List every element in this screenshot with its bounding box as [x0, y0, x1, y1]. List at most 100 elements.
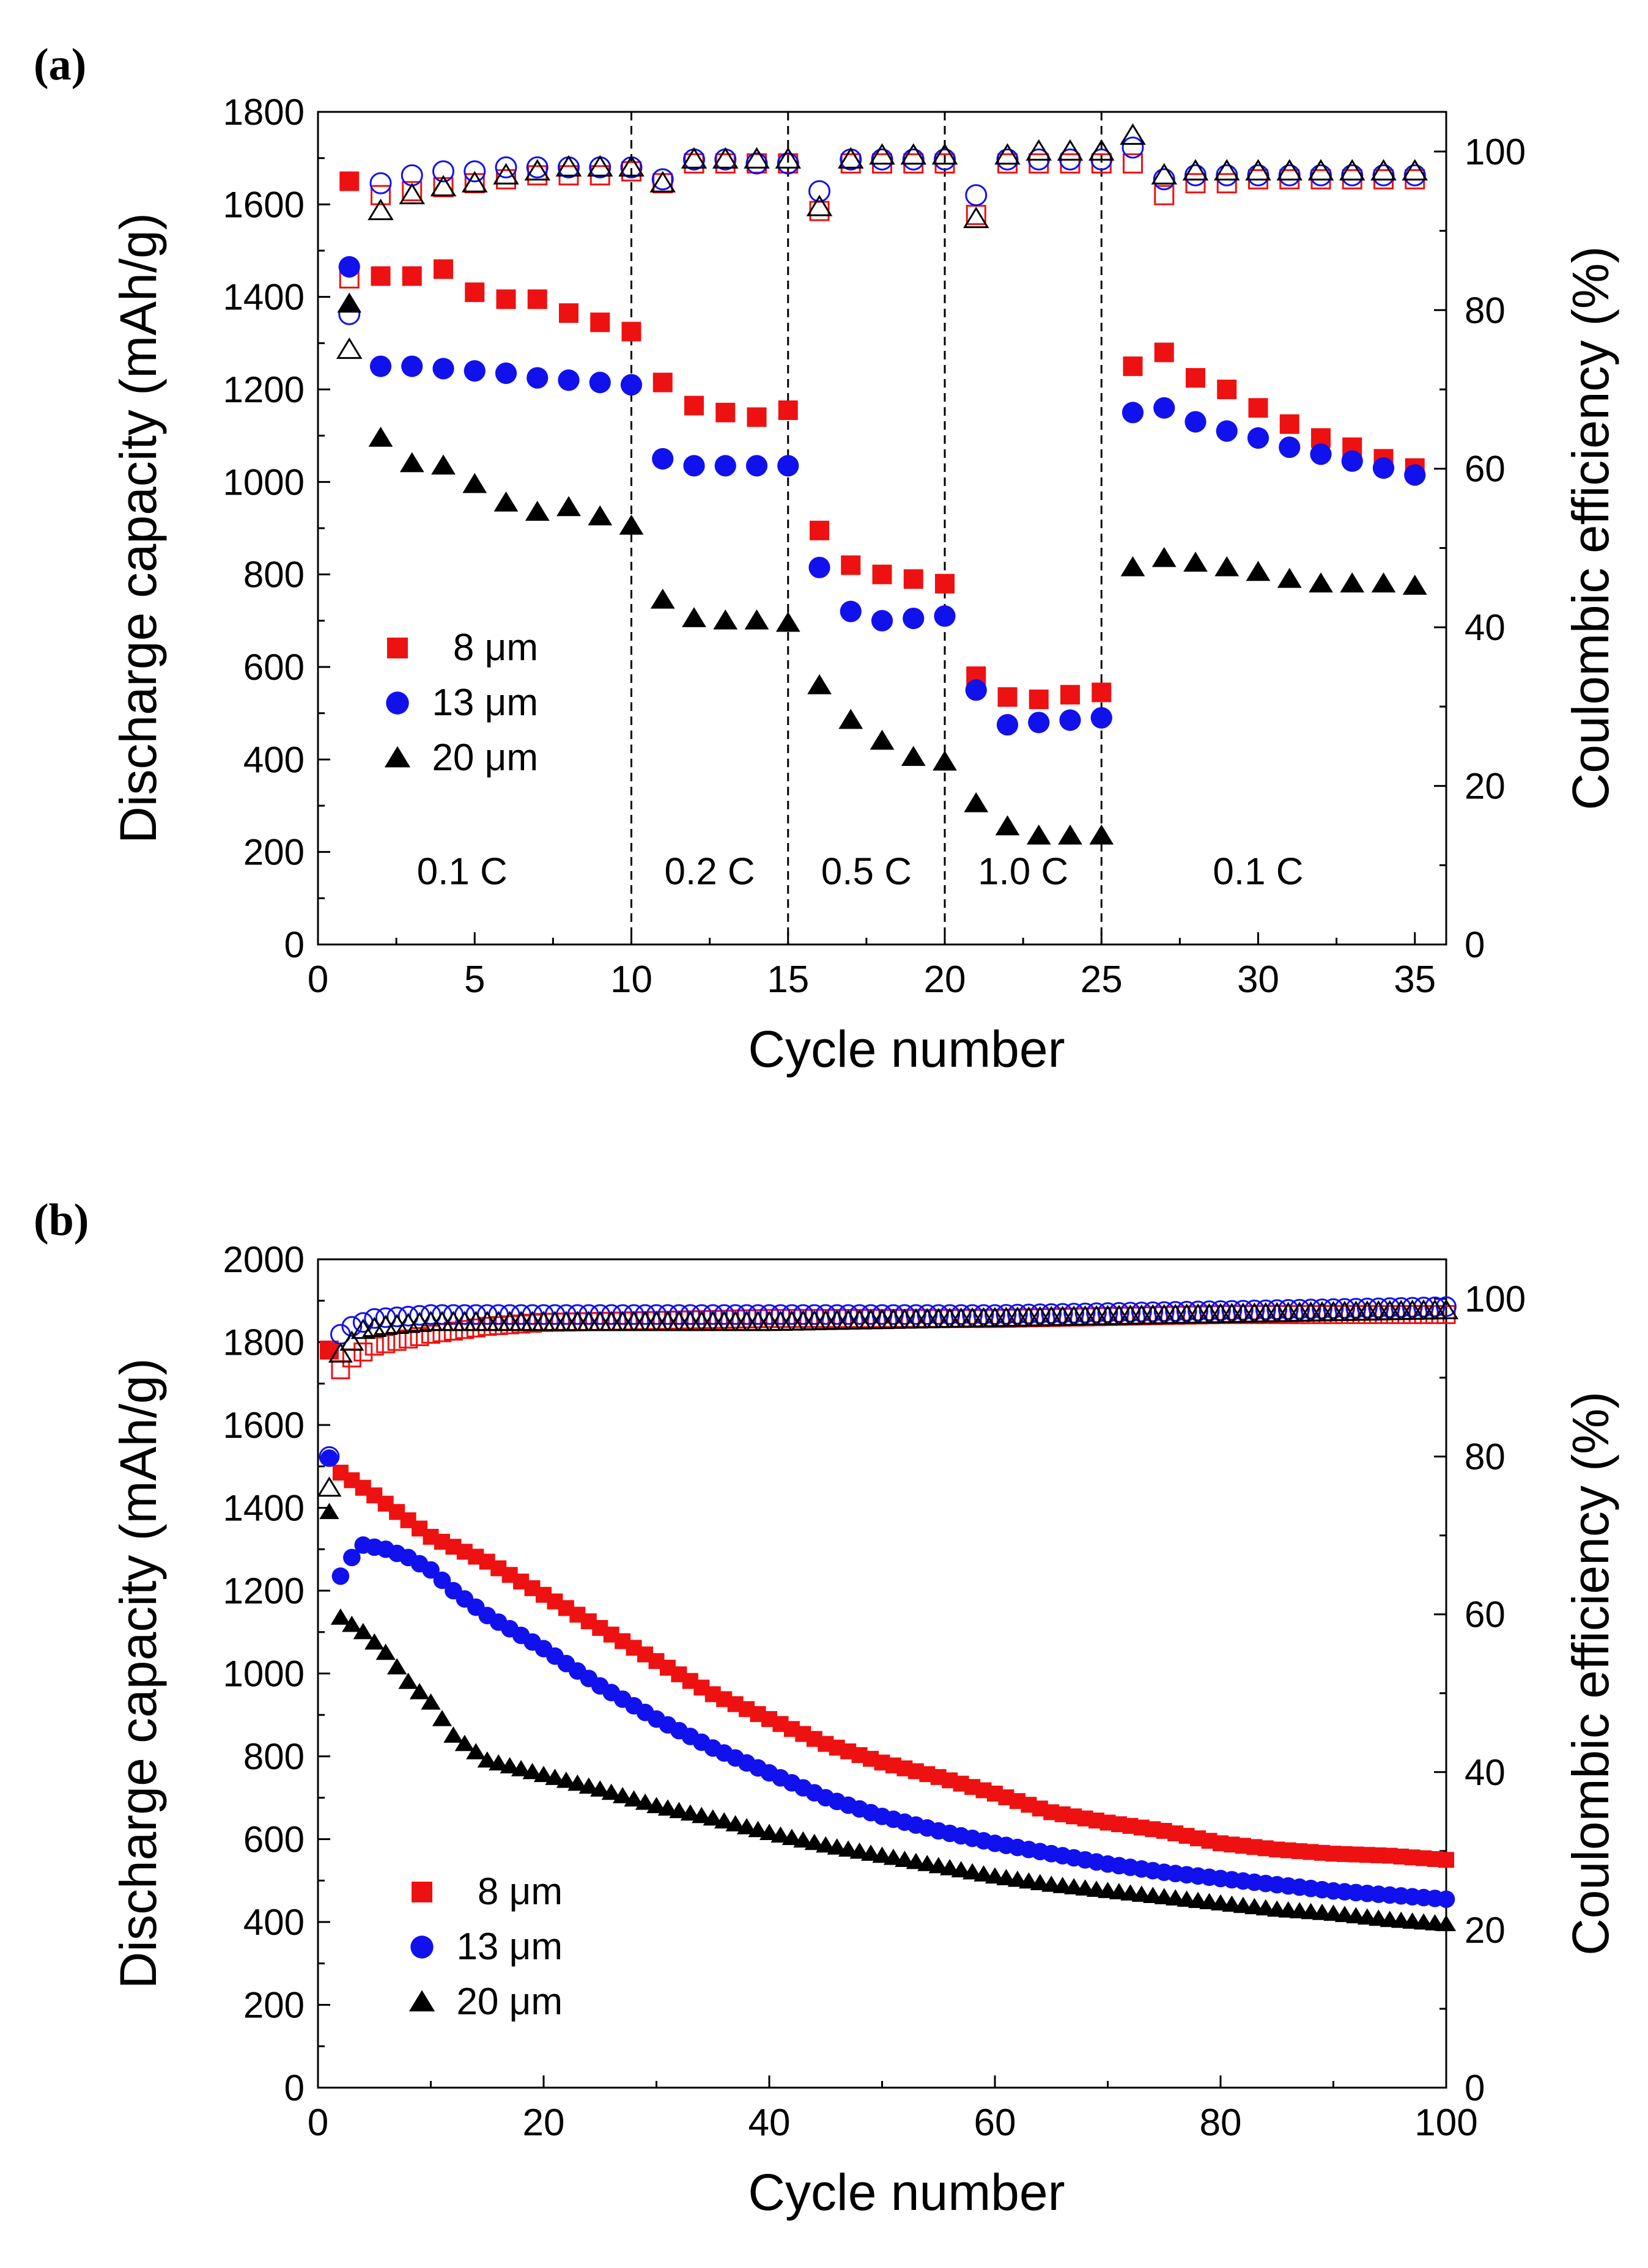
- efficiency-point: [1216, 164, 1238, 186]
- y2-tick-label: 80: [1465, 1437, 1506, 1478]
- capacity-point: [339, 171, 360, 191]
- y-tick-label: 1200: [223, 369, 305, 410]
- efficiency-point: [1184, 164, 1206, 186]
- capacity-point: [1438, 1852, 1454, 1868]
- capacity-point: [1436, 1915, 1457, 1932]
- y-tick-label: 400: [243, 739, 305, 780]
- capacity-point: [368, 427, 393, 447]
- efficiency-point: [950, 1304, 972, 1325]
- capacity-point: [770, 1826, 791, 1843]
- capacity-point: [465, 282, 485, 303]
- capacity-point: [808, 556, 830, 578]
- capacity-point: [692, 1806, 712, 1824]
- capacity-point: [443, 1726, 464, 1743]
- capacity-point: [940, 1858, 960, 1876]
- legend-label-s20: 20 μm: [432, 737, 538, 779]
- capacity-point: [495, 362, 517, 385]
- legend: 8 μm 13 μm 20 μm: [408, 1871, 563, 2023]
- capacity-point: [588, 505, 613, 526]
- capacity-point: [871, 609, 893, 631]
- efficiency-point: [777, 152, 799, 175]
- y2-tick-label: 60: [1465, 1594, 1506, 1635]
- efficiency-point: [1109, 1302, 1129, 1323]
- efficiency-point: [464, 160, 486, 183]
- capacity-point: [775, 611, 800, 632]
- legend-label-s8: 8 μm: [478, 1871, 563, 1913]
- efficiency-point: [1277, 1299, 1299, 1320]
- efficiency-point: [1123, 153, 1143, 174]
- y-tick-label: 1800: [223, 1322, 305, 1363]
- efficiency-point: [962, 1304, 983, 1325]
- y2-tick-label: 0: [1465, 924, 1485, 965]
- efficiency-point: [1334, 1298, 1355, 1319]
- y2-axis-title: Coulombic efficiency (%): [1562, 1391, 1619, 1956]
- capacity-point: [793, 1831, 813, 1848]
- efficiency-point: [1345, 1298, 1367, 1319]
- efficiency-point: [996, 148, 1019, 171]
- efficiency-point: [1074, 1302, 1096, 1324]
- capacity-point: [432, 1710, 453, 1726]
- efficiency-point: [368, 199, 394, 221]
- capacity-point: [841, 555, 861, 575]
- capacity-point: [782, 1828, 802, 1846]
- efficiency-point: [1185, 173, 1206, 194]
- x-axis-title: Cycle number: [748, 2163, 1065, 2221]
- efficiency-point: [1154, 185, 1175, 205]
- efficiency-point: [900, 143, 927, 165]
- capacity-point: [650, 588, 675, 609]
- capacity-point: [556, 496, 581, 517]
- series-s20: [336, 123, 1428, 845]
- capacity-point: [759, 1824, 780, 1840]
- efficiency-point: [1153, 168, 1175, 191]
- capacity-point: [398, 1673, 418, 1689]
- y-tick-label: 1800: [223, 92, 305, 133]
- capacity-point: [1216, 420, 1238, 442]
- capacity-point: [928, 1857, 948, 1874]
- capacity-point: [320, 1449, 338, 1467]
- capacity-point: [527, 367, 549, 389]
- series-s13: [338, 136, 1426, 736]
- efficiency-point: [1245, 159, 1271, 181]
- capacity-point: [804, 1833, 824, 1850]
- capacity-point: [1402, 575, 1427, 595]
- x-tick-label: 30: [1237, 959, 1279, 1001]
- capacity-point: [338, 256, 360, 278]
- efficiency-point: [432, 160, 454, 183]
- legend-label-s8: 8 μm: [453, 627, 538, 669]
- capacity-point: [747, 407, 767, 427]
- capacity-point: [934, 605, 956, 627]
- capacity-point: [620, 374, 643, 396]
- capacity-point: [684, 396, 704, 416]
- capacity-point: [962, 1863, 983, 1880]
- capacity-point: [901, 746, 926, 766]
- capacity-point: [1279, 414, 1299, 434]
- capacity-point: [434, 259, 453, 279]
- capacity-point: [545, 1769, 565, 1785]
- efficiency-point: [1213, 159, 1240, 181]
- y-tick-label: 2000: [223, 1239, 305, 1280]
- capacity-point: [331, 1567, 350, 1585]
- capacity-point: [964, 792, 989, 812]
- capacity-point: [387, 1658, 407, 1674]
- efficiency-point: [1120, 1302, 1141, 1323]
- series-s8: [339, 153, 1425, 709]
- capacity-point: [870, 729, 895, 750]
- capacity-point: [906, 1852, 926, 1869]
- capacity-point: [1028, 712, 1050, 734]
- capacity-point: [500, 1757, 520, 1773]
- efficiency-point: [1247, 164, 1269, 186]
- capacity-point: [1372, 457, 1395, 479]
- efficiency-point: [1356, 1297, 1378, 1319]
- legend-marker-s13: [410, 1935, 434, 1959]
- efficiency-point: [745, 152, 768, 175]
- capacity-point: [872, 1846, 892, 1863]
- capacity-point: [635, 1793, 656, 1810]
- capacity-point: [1123, 356, 1143, 377]
- efficiency-point: [1433, 1298, 1459, 1319]
- capacity-point: [330, 1608, 351, 1625]
- capacity-point: [657, 1799, 678, 1816]
- capacity-point: [682, 607, 706, 627]
- y-tick-label: 1000: [223, 462, 305, 503]
- efficiency-point: [808, 180, 830, 202]
